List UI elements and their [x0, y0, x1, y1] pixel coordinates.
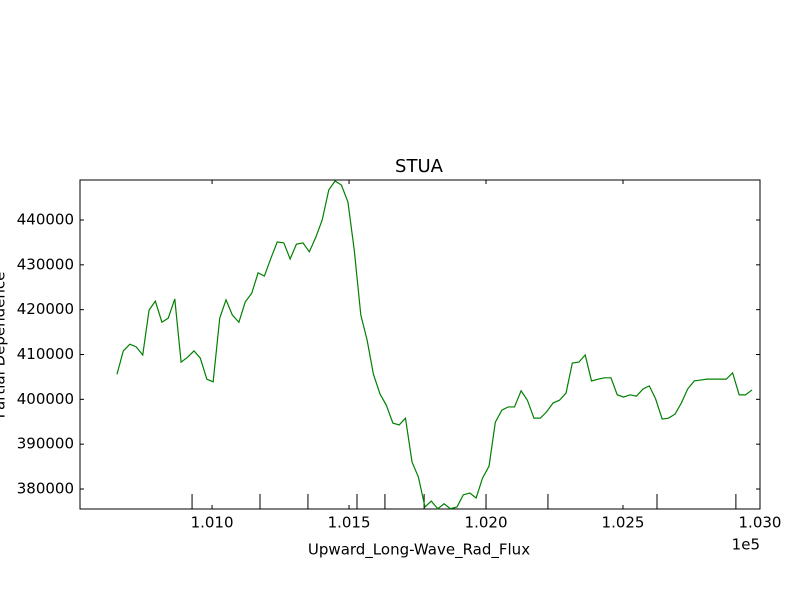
y-tick-label: 420000 [17, 300, 74, 318]
data-line [116, 180, 753, 510]
chart-title: STUA [395, 156, 444, 177]
x-tick-label: 1.025 [602, 514, 645, 532]
plot-frame [79, 179, 761, 510]
x-tick-label: 1.020 [465, 514, 508, 532]
y-tick-label: 380000 [17, 480, 74, 498]
x-axis-label: Upward_Long-Wave_Rad_Flux [308, 541, 530, 560]
y-tick-label: 400000 [17, 390, 74, 408]
y-tick-label: 430000 [17, 255, 74, 273]
y-tick-label: 440000 [17, 210, 74, 228]
x-tick-label: 1.015 [328, 514, 371, 532]
x-tick-label: 1.030 [739, 514, 782, 532]
y-axis-label: Partial Dependence [0, 272, 9, 419]
y-tick-label: 410000 [17, 345, 74, 363]
x-offset-label: 1e5 [732, 536, 760, 554]
x-tick-label: 1.010 [191, 514, 234, 532]
y-tick-label: 390000 [17, 435, 74, 453]
